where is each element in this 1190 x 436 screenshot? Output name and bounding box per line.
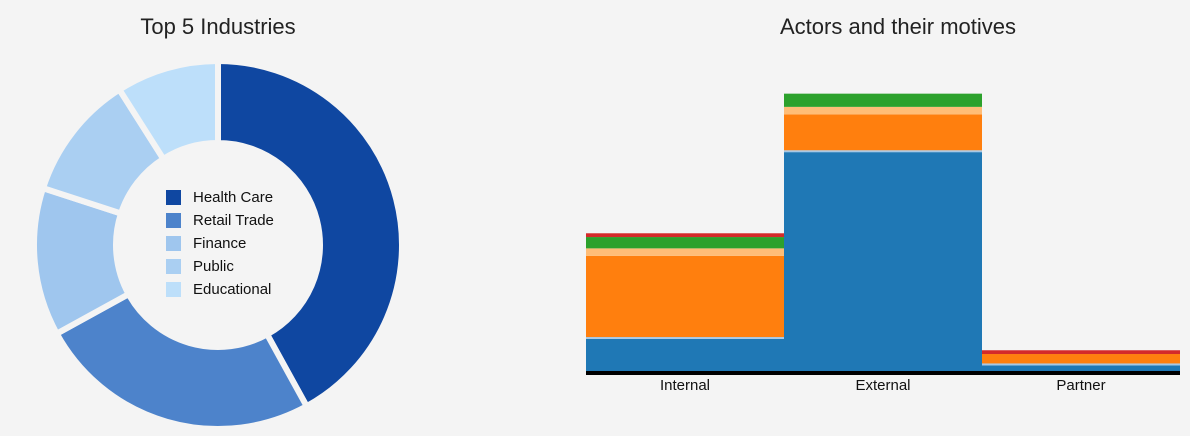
bar-segment-internal-5[interactable] [586,233,784,238]
legend-swatch-finance [166,236,181,251]
actors-bar-panel: Actors and their motives Internal Externa… [580,0,1190,436]
bar-segment-partner-1[interactable] [982,363,1180,366]
x-axis-line [586,371,1180,375]
actors-chart-title: Actors and their motives [780,14,1016,39]
x-tick-label-partner: Partner [1056,377,1105,394]
bar-segment-external-4[interactable] [784,93,982,107]
industries-donut-panel: Top 5 Industries Health Care Retail Trade… [0,0,436,436]
x-tick-label-internal: Internal [660,377,710,394]
donut-slice-retail-trade[interactable] [52,290,311,432]
bar-segment-external-3[interactable] [784,106,982,115]
bar-segment-partner-2[interactable] [982,354,1180,364]
legend-label-finance: Finance [193,235,247,252]
legend-item-finance[interactable]: Finance [166,232,316,255]
legend-swatch-health-care [166,190,181,205]
legend-label-educational: Educational [193,281,272,298]
bar-segment-internal-3[interactable] [586,248,784,256]
bar-segment-external-2[interactable] [784,114,982,151]
bar-segment-internal-1[interactable] [586,337,784,339]
legend-label-public: Public [193,258,234,275]
legend-item-educational[interactable]: Educational [166,278,316,301]
legend-item-health-care[interactable]: Health Care [166,186,316,209]
bar-segment-partner-5[interactable] [982,350,1180,355]
bar-segment-internal-0[interactable] [586,338,784,371]
legend-label-retail-trade: Retail Trade [193,212,274,229]
donut-slice-health-care[interactable] [215,57,405,411]
bar-segment-external-1[interactable] [784,150,982,153]
legend-swatch-public [166,259,181,274]
legend-item-retail-trade[interactable]: Retail Trade [166,209,316,232]
bar-segment-partner-0[interactable] [982,365,1180,371]
industries-chart-title: Top 5 Industries [140,14,296,39]
legend-item-public[interactable]: Public [166,255,316,278]
industries-donut-chart [31,57,405,432]
bar-segment-external-0[interactable] [784,152,982,371]
legend-label-health-care: Health Care [193,189,274,206]
legend-swatch-educational [166,282,181,297]
bar-segment-internal-4[interactable] [586,237,784,249]
legend-swatch-retail-trade [166,213,181,228]
x-tick-label-external: External [855,377,910,394]
donut-slice-educational[interactable] [115,57,221,164]
actors-stacked-bar-chart: Internal External Partner [586,93,1180,394]
industries-legend: Health Care Retail Trade Finance Public Educ… [166,186,316,301]
bar-segment-internal-2[interactable] [586,255,784,338]
